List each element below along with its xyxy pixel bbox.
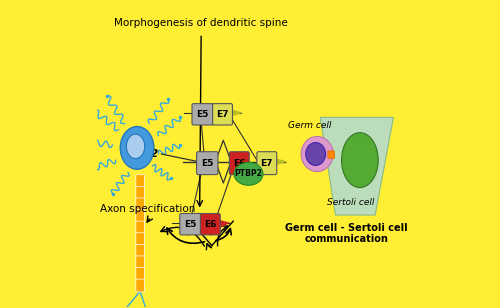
Text: Axon specification: Axon specification [100,204,196,214]
FancyBboxPatch shape [136,279,144,292]
Text: E7: E7 [216,110,229,119]
Ellipse shape [342,133,378,188]
Text: E5: E5 [201,159,213,168]
FancyBboxPatch shape [136,186,144,199]
Text: E7: E7 [260,159,273,168]
Polygon shape [231,109,243,117]
FancyBboxPatch shape [136,175,144,188]
Polygon shape [275,158,287,165]
Text: Sertoli cell: Sertoli cell [327,198,374,207]
Ellipse shape [234,162,263,185]
Ellipse shape [306,143,326,165]
FancyBboxPatch shape [136,244,144,257]
Text: E5: E5 [196,110,209,119]
Text: Cdc42: Cdc42 [120,149,158,159]
FancyBboxPatch shape [136,221,144,234]
Text: Morphogenesis of dendritic spine: Morphogenesis of dendritic spine [114,18,288,28]
Text: E6: E6 [204,220,216,229]
Text: Germ cell - Sertoli cell
communication: Germ cell - Sertoli cell communication [285,223,408,244]
FancyBboxPatch shape [196,152,218,175]
Polygon shape [320,117,394,215]
FancyBboxPatch shape [136,268,144,280]
Text: E6: E6 [233,159,245,168]
Text: PTBP2: PTBP2 [234,169,262,178]
FancyBboxPatch shape [180,213,201,235]
FancyBboxPatch shape [230,152,249,175]
FancyBboxPatch shape [136,209,144,222]
Text: E5: E5 [184,220,196,229]
FancyBboxPatch shape [136,256,144,269]
FancyBboxPatch shape [328,151,334,158]
FancyBboxPatch shape [192,103,214,125]
FancyBboxPatch shape [212,103,233,125]
Ellipse shape [301,136,333,172]
FancyBboxPatch shape [257,152,276,175]
Ellipse shape [126,134,144,159]
FancyBboxPatch shape [200,213,220,235]
Ellipse shape [120,127,154,169]
Text: Germ cell: Germ cell [288,120,331,129]
Polygon shape [218,220,230,229]
FancyBboxPatch shape [136,198,144,211]
FancyBboxPatch shape [136,233,144,245]
